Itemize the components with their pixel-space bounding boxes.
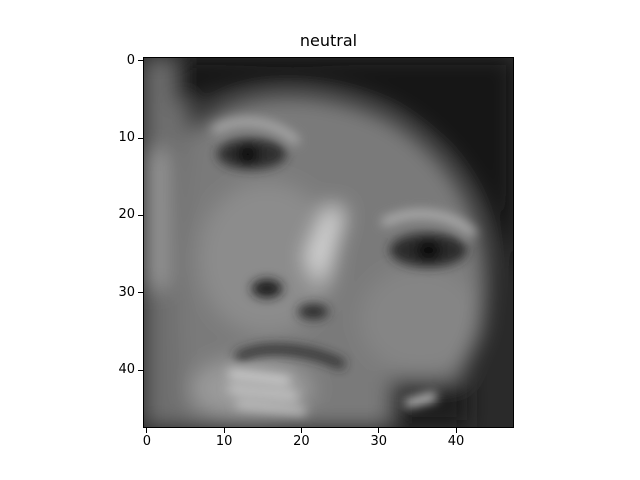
y-tick-label: 0	[126, 52, 135, 68]
image-axes	[143, 57, 514, 428]
y-tick-label: 20	[118, 207, 135, 223]
y-tick-label: 40	[118, 362, 135, 378]
x-tick-label: 0	[142, 434, 151, 449]
x-tick-mark	[455, 428, 457, 433]
y-tick-label: 10	[118, 130, 135, 146]
y-tick-mark	[138, 137, 143, 139]
y-tick-mark	[138, 214, 143, 216]
y-tick-label: 30	[118, 284, 135, 300]
y-tick-mark	[138, 369, 143, 371]
image-title: neutral	[299, 31, 358, 50]
face-image	[144, 58, 513, 427]
x-tick-mark	[223, 428, 225, 433]
x-tick-mark	[300, 428, 302, 433]
x-tick-mark	[378, 428, 380, 433]
y-tick-mark	[138, 292, 143, 294]
x-tick-label: 20	[293, 434, 310, 449]
x-tick-label: 30	[370, 434, 387, 449]
x-tick-label: 40	[447, 434, 465, 449]
x-tick-mark	[146, 428, 148, 433]
y-tick-mark	[138, 60, 143, 62]
x-tick-label: 10	[215, 434, 233, 449]
